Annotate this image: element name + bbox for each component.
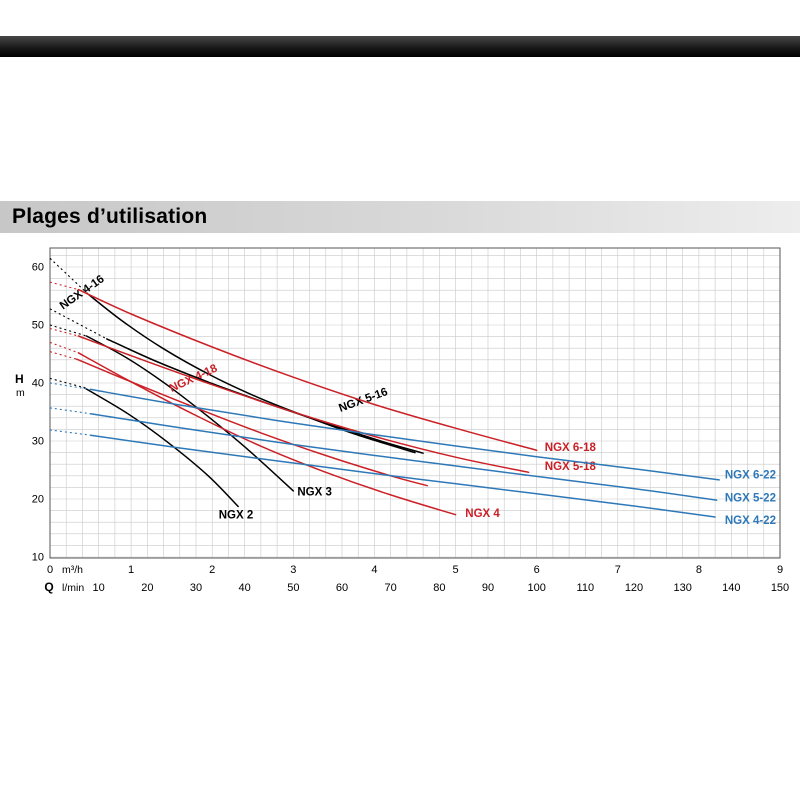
y-tick-label: 50 [32, 320, 44, 332]
x-tick-label-m3h: 5 [452, 564, 458, 576]
x-axis-unit-lmin: l/min [62, 582, 84, 594]
x-tick-label-lmin: 70 [385, 582, 397, 594]
x-tick-label-lmin: 90 [482, 582, 494, 594]
top-bar [0, 36, 800, 57]
curve-ngx-5-22 [89, 412, 718, 501]
x-tick-label-lmin: 130 [673, 582, 691, 594]
curve-dotted-ngx-4-18 [49, 351, 77, 360]
x-tick-label-m3h: 3 [290, 564, 296, 576]
curve-ngx-6-22 [89, 388, 720, 481]
curve-dotted-ngx-6-22 [49, 382, 91, 390]
pump-curves-chart: NGX 2 NGX 3 NGX 4 NGX 4-16 NGX 4-18 NGX 4-22 N… [0, 240, 800, 605]
curve-label-ngx-4: NGX 4 [465, 508, 500, 520]
curve-label-ngx-6-22: NGX 6-22 [725, 470, 776, 482]
x-tick-label-m3h: 1 [128, 564, 134, 576]
x-tick-label-lmin: 50 [287, 582, 299, 594]
x-tick-label-m3h: 8 [696, 564, 702, 576]
y-axis-quantity-label: H [15, 372, 24, 386]
curve-dotted-ngx-5-18 [49, 327, 79, 337]
x-tick-label-m3h: 4 [371, 564, 377, 576]
x-tick-label-lmin: 110 [577, 582, 595, 594]
grid [49, 248, 781, 558]
y-tick-label: 20 [32, 494, 44, 506]
x-axis-unit-m3h: m³/h [62, 564, 83, 576]
curve-label-ngx-5-22: NGX 5-22 [725, 492, 776, 504]
curve-ngx-4-16 [88, 294, 416, 454]
x-tick-label-lmin: 20 [141, 582, 153, 594]
curve-dotted-ngx-6-18 [49, 281, 79, 291]
x-tick-label-lmin: 80 [433, 582, 445, 594]
x-tick-label-lmin: 140 [722, 582, 740, 594]
curve-ngx-4 [77, 352, 457, 516]
curve-ngx-6-18 [77, 288, 538, 452]
curve-dotted-ngx-4-22 [49, 429, 91, 436]
title-band: Plages d’utilisation [0, 201, 800, 233]
y-tick-label: 10 [32, 552, 44, 564]
x-tick-label-m3h: 2 [209, 564, 215, 576]
curve-ngx-2 [83, 386, 239, 508]
curve-dotted-ngx-4 [49, 341, 79, 354]
y-axis-unit-label: m [16, 387, 25, 399]
x-tick-label-m3h: 9 [777, 564, 783, 576]
y-tick-label: 60 [32, 262, 44, 274]
curve-label-ngx-2: NGX 2 [219, 510, 254, 522]
curve-label-ngx-4-22: NGX 4-22 [725, 515, 776, 527]
x-tick-label-lmin: 150 [771, 582, 789, 594]
x-axis-quantity-label: Q [44, 580, 53, 594]
x-tick-label-lmin: 30 [190, 582, 202, 594]
curve-label-ngx-6-18: NGX 6-18 [545, 442, 597, 454]
x-tick-label-lmin: 100 [527, 582, 545, 594]
page-title: Plages d’utilisation [12, 205, 208, 228]
curve-ngx-5-18 [77, 335, 530, 474]
x-tick-label-lmin: 40 [239, 582, 251, 594]
y-tick-label: 40 [32, 378, 44, 390]
x-tick-label-m3h: 6 [534, 564, 540, 576]
x-tick-label-lmin: 60 [336, 582, 348, 594]
curve-dotted-ngx-3 [49, 324, 87, 337]
curve-label-ngx-5-18: NGX 5-18 [545, 461, 597, 473]
y-tick-label: 30 [32, 436, 44, 448]
curve-ngx-3 [85, 335, 295, 492]
plot-border [49, 247, 781, 559]
x-tick-label-m3h: 7 [615, 564, 621, 576]
curve-ngx-4-22 [89, 434, 716, 518]
curve-dotted-ngx-5-16 [49, 308, 108, 340]
x-tick-label-lmin: 120 [625, 582, 643, 594]
x-tick-label-m3h: 0 [47, 564, 53, 576]
x-tick-label-lmin: 10 [93, 582, 105, 594]
curve-label-ngx-3: NGX 3 [297, 487, 332, 499]
curve-dotted-ngx-5-22 [49, 407, 91, 415]
